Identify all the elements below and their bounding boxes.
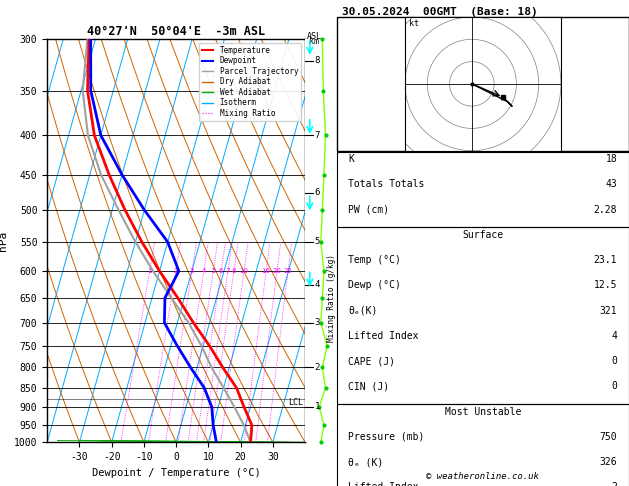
Text: 6: 6	[219, 268, 223, 274]
Text: 2: 2	[611, 483, 617, 486]
Text: CAPE (J): CAPE (J)	[348, 356, 395, 366]
Text: 326: 326	[599, 457, 617, 467]
Text: 8: 8	[231, 268, 236, 274]
Text: 25: 25	[284, 268, 292, 274]
Title: 40°27'N  50°04'E  -3m ASL: 40°27'N 50°04'E -3m ASL	[87, 25, 265, 38]
Text: Surface: Surface	[462, 230, 503, 240]
X-axis label: Dewpoint / Temperature (°C): Dewpoint / Temperature (°C)	[92, 468, 260, 478]
Text: © weatheronline.co.uk: © weatheronline.co.uk	[426, 472, 539, 481]
Text: 750: 750	[599, 432, 617, 442]
Text: 0: 0	[611, 382, 617, 391]
Text: 0: 0	[611, 356, 617, 366]
Text: 18: 18	[606, 154, 617, 164]
Text: Lifted Index: Lifted Index	[348, 331, 419, 341]
Bar	[337, 227, 629, 404]
Text: Pressure (mb): Pressure (mb)	[348, 432, 425, 442]
Text: K: K	[348, 154, 354, 164]
Text: 321: 321	[599, 306, 617, 315]
Text: ASL: ASL	[307, 32, 322, 40]
Text: θₑ(K): θₑ(K)	[348, 306, 377, 315]
Text: 5: 5	[314, 238, 320, 246]
Text: 43: 43	[606, 179, 617, 190]
Text: 1: 1	[314, 402, 320, 412]
Text: 7: 7	[226, 268, 230, 274]
Text: CIN (J): CIN (J)	[348, 382, 389, 391]
Text: 4: 4	[202, 268, 206, 274]
Text: 8: 8	[314, 56, 320, 65]
Text: 2: 2	[174, 268, 178, 274]
Text: 12.5: 12.5	[594, 280, 617, 290]
Text: 3: 3	[314, 318, 320, 327]
Text: 5: 5	[211, 268, 216, 274]
Text: 3: 3	[190, 268, 194, 274]
Text: LCL: LCL	[289, 399, 303, 407]
Text: kt: kt	[409, 19, 420, 28]
Text: 1: 1	[147, 268, 152, 274]
Bar	[337, 17, 629, 151]
Text: Dewp (°C): Dewp (°C)	[348, 280, 401, 290]
Text: 4: 4	[314, 280, 320, 289]
Text: PW (cm): PW (cm)	[348, 205, 389, 215]
Legend: Temperature, Dewpoint, Parcel Trajectory, Dry Adiabat, Wet Adiabat, Isotherm, Mi: Temperature, Dewpoint, Parcel Trajectory…	[199, 43, 301, 121]
Text: Most Unstable: Most Unstable	[445, 407, 521, 417]
Text: 2: 2	[314, 363, 320, 372]
Bar	[337, 404, 629, 486]
Text: Mixing Ratio (g/kg): Mixing Ratio (g/kg)	[327, 254, 337, 342]
Text: θₑ (K): θₑ (K)	[348, 457, 384, 467]
Text: 16: 16	[262, 268, 270, 274]
Text: 7: 7	[314, 131, 320, 140]
Text: 4: 4	[611, 331, 617, 341]
Text: 6: 6	[314, 189, 320, 197]
Text: 2.28: 2.28	[594, 205, 617, 215]
Text: 10: 10	[240, 268, 248, 274]
Text: km: km	[309, 36, 320, 46]
Text: 23.1: 23.1	[594, 255, 617, 265]
Bar	[337, 152, 629, 227]
Text: Totals Totals: Totals Totals	[348, 179, 425, 190]
Text: Temp (°C): Temp (°C)	[348, 255, 401, 265]
Text: 20: 20	[272, 268, 281, 274]
Y-axis label: hPa: hPa	[0, 230, 8, 251]
Text: Lifted Index: Lifted Index	[348, 483, 419, 486]
Text: 30.05.2024  00GMT  (Base: 18): 30.05.2024 00GMT (Base: 18)	[342, 7, 538, 17]
